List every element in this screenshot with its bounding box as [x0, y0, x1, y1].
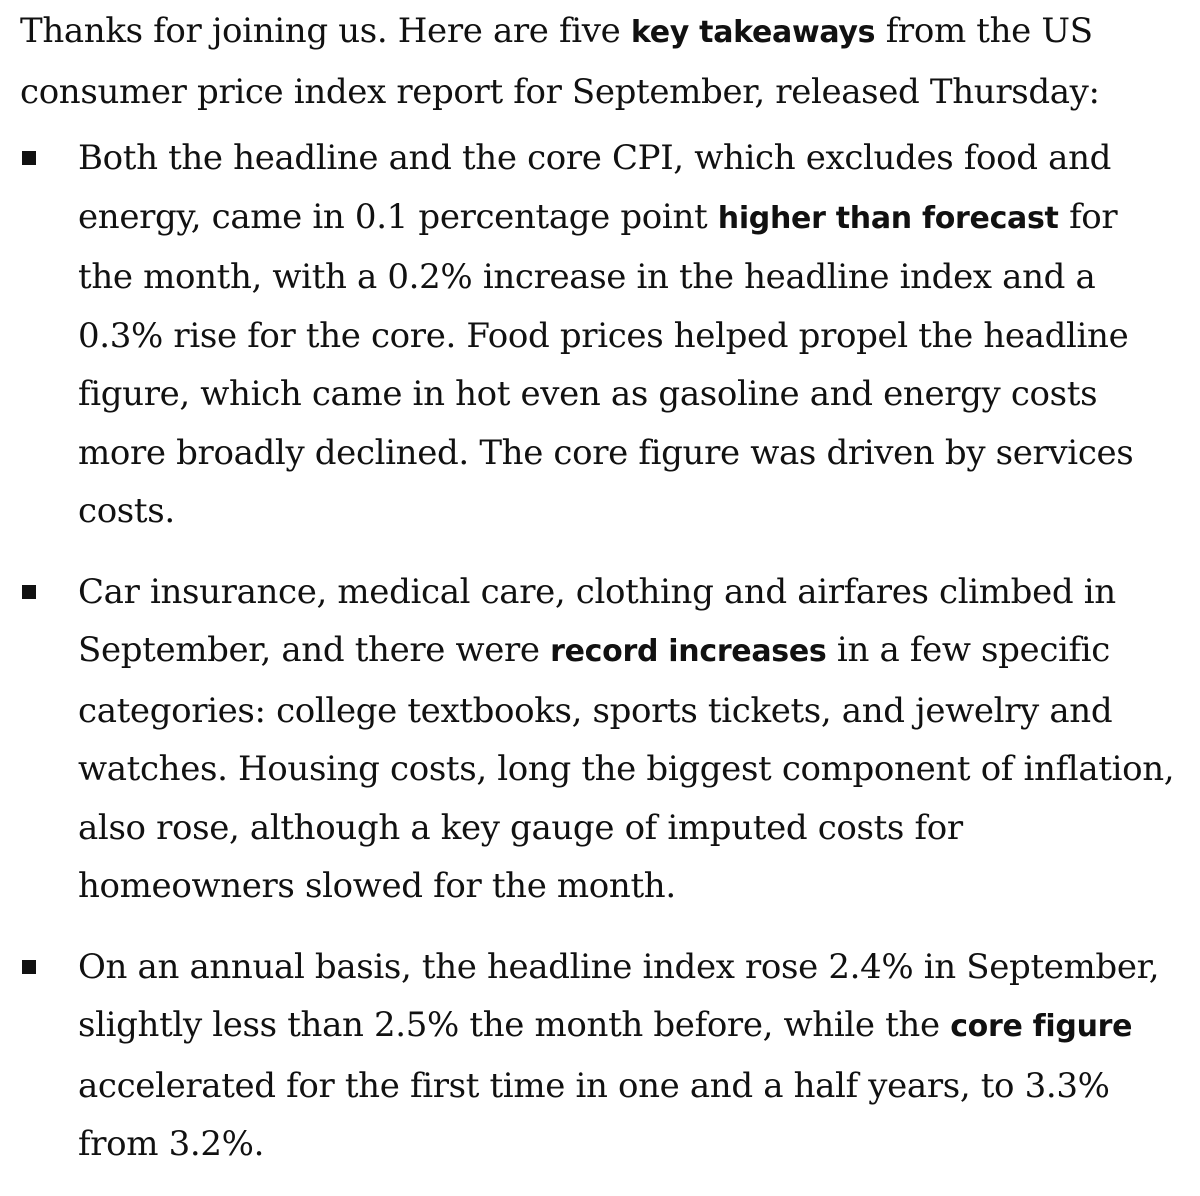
takeaway-3-text-end: accelerated for the first time in one an… — [78, 1065, 1110, 1165]
takeaway-1-emphasis: higher than forecast — [717, 200, 1059, 236]
square-bullet-icon — [22, 959, 36, 974]
intro-text-end: from the US consumer price index report … — [20, 11, 1100, 112]
square-bullet-icon — [22, 151, 36, 165]
takeaway-1-text-end: for the month, with a 0.2% increase in t… — [78, 196, 1134, 532]
intro-paragraph: Thanks for joining us. Here are five key… — [20, 0, 1180, 121]
takeaway-2-text-start: Car insurance, medical care, clothing an… — [78, 571, 1116, 671]
square-bullet-icon — [22, 584, 36, 599]
intro-text-start: Thanks for joining us. Here are five — [20, 11, 631, 51]
takeaway-2-text-end: in a few specific categories: college te… — [78, 630, 1175, 906]
takeaway-item-3: On an annual basis, the headline index r… — [20, 938, 1178, 1174]
takeaway-2-emphasis: record increases — [550, 634, 827, 669]
takeaway-3-emphasis: core figure — [950, 1009, 1133, 1044]
article-body: Thanks for joining us. Here are five key… — [20, 0, 1185, 1196]
takeaway-item-2: Car insurance, medical care, clothing an… — [20, 563, 1178, 916]
takeaway-item-1: Both the headline and the core CPI, whic… — [20, 129, 1178, 541]
takeaway-3-text-start: On an annual basis, the headline index r… — [78, 946, 1160, 1046]
key-takeaways-emphasis: key takeaways — [630, 15, 876, 50]
takeaway-1-text-start: Both the headline and the core CPI, whic… — [78, 138, 1112, 237]
takeaways-list: Both the headline and the core CPI, whic… — [20, 129, 1185, 1174]
